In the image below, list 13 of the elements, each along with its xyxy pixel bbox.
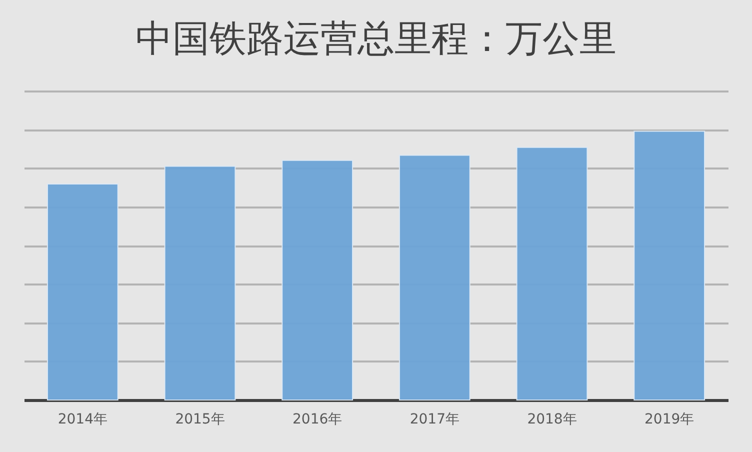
- bar: [46, 183, 118, 400]
- x-tick-label: 2016年: [292, 412, 342, 428]
- x-tick-label: 2015年: [175, 412, 225, 428]
- x-tick-label: 2018年: [527, 412, 577, 428]
- x-tick-label: 2017年: [410, 412, 460, 428]
- bar: [164, 166, 236, 400]
- bar: [398, 154, 470, 400]
- chart-title: 中国铁路运营总里程：万公里: [136, 17, 616, 60]
- bar: [282, 160, 354, 400]
- x-tick-label: 2014年: [58, 412, 108, 428]
- bar: [634, 130, 706, 400]
- x-tick-label: 2019年: [644, 412, 694, 428]
- bar: [516, 146, 588, 400]
